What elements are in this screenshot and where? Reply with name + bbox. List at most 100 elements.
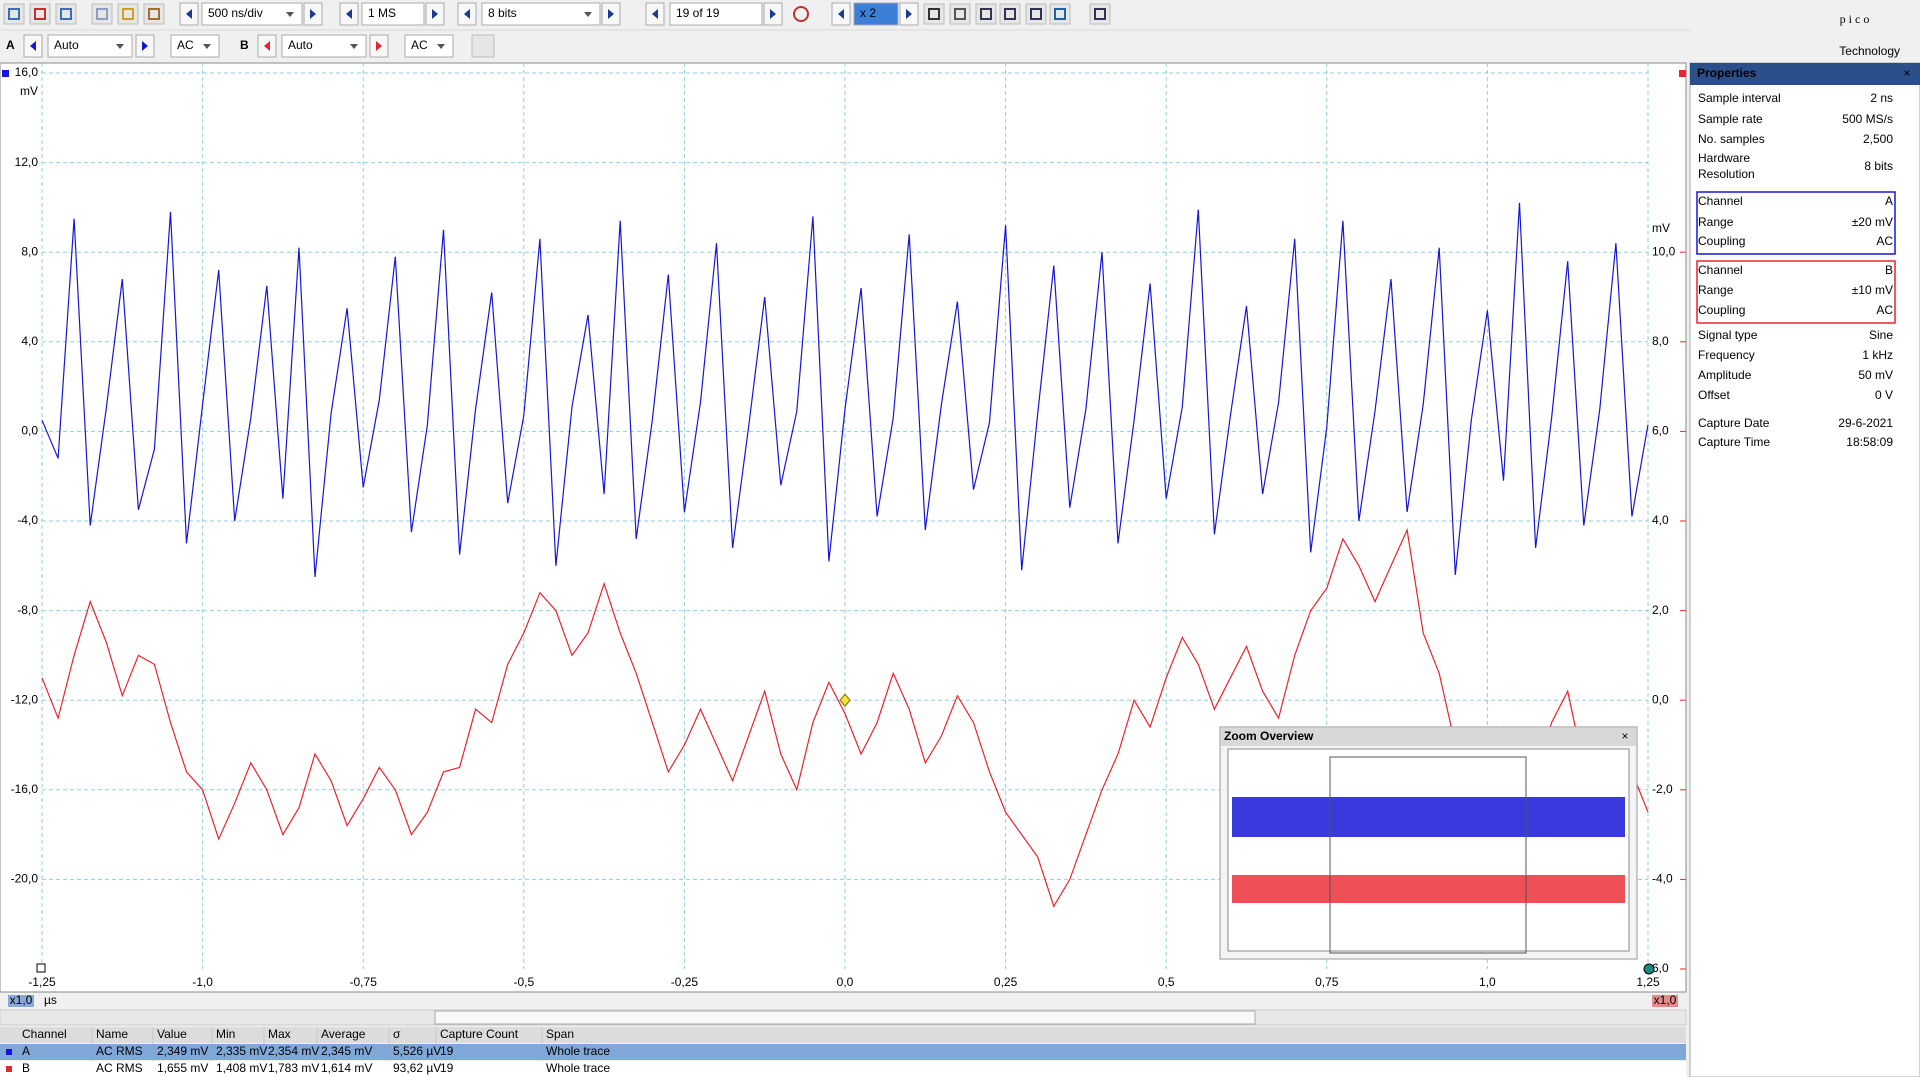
y-tick-label: -16,0: [11, 782, 39, 796]
property-label: Sample interval: [1698, 91, 1781, 105]
x-tick-label: -0,25: [671, 975, 699, 989]
toolbar-button[interactable]: [143, 3, 165, 25]
scrollbar-thumb[interactable]: [434, 1010, 1256, 1025]
logo-tagline: Technology: [1839, 44, 1900, 58]
table-header-cell: Min: [216, 1027, 235, 1041]
property-label: Channel: [1698, 194, 1743, 208]
row-channel-marker: [6, 1066, 12, 1072]
x-tick-label: 1,25: [1636, 975, 1660, 989]
table-row[interactable]: [0, 1061, 1686, 1077]
table-cell: 1,783 mV: [268, 1061, 319, 1075]
property-label: No. samples: [1698, 132, 1765, 146]
dropdown[interactable]: [669, 2, 763, 26]
nav-arrow: [464, 9, 470, 19]
dropdown-value: 8 bits: [488, 6, 517, 20]
nav-arrow: [770, 9, 776, 19]
toolbar-button[interactable]: [1089, 3, 1111, 25]
toolbar-icon: [1030, 8, 1042, 20]
table-cell: Whole trace: [546, 1044, 610, 1058]
zoom-close[interactable]: ×: [1621, 729, 1628, 743]
property-label: Capture Date: [1698, 416, 1770, 430]
toolbar-icon: [1004, 8, 1016, 20]
toolbar-icon: [8, 8, 20, 20]
ruler-handle[interactable]: [36, 963, 46, 973]
y-tick-label: -20,0: [11, 872, 39, 886]
dropdown[interactable]: [281, 34, 367, 58]
toolbar-button[interactable]: [1025, 3, 1047, 25]
toolbar-button[interactable]: [923, 3, 945, 25]
table-header-cell: σ: [393, 1027, 401, 1041]
trace: [41, 202, 1649, 578]
scale-badge-label: x1,0: [1654, 993, 1677, 1007]
y2-tick-label: 6,0: [1652, 424, 1669, 438]
toolbar-button[interactable]: [471, 34, 495, 58]
x-tick-label: 1,0: [1479, 975, 1496, 989]
toolbar-icon[interactable]: [793, 6, 809, 22]
y-axis-unit: mV: [20, 84, 38, 98]
y-tick-label: 8,0: [21, 244, 38, 258]
property-value: 2,500: [1863, 132, 1893, 146]
table-cell: A: [22, 1044, 30, 1058]
dropdown[interactable]: [404, 34, 454, 58]
row-channel-marker: [6, 1049, 12, 1055]
table-cell: AC RMS: [96, 1044, 143, 1058]
property-label: Signal type: [1698, 328, 1758, 342]
toolbar-button[interactable]: [949, 3, 971, 25]
toolbar-button[interactable]: [29, 3, 51, 25]
dropdown[interactable]: [170, 34, 220, 58]
trigger-marker: [839, 693, 851, 707]
channel-label: B: [240, 38, 249, 52]
channel-label: A: [6, 38, 15, 52]
property-label: Capture Time: [1698, 435, 1770, 449]
toolbar-button[interactable]: [1049, 3, 1071, 25]
toolbar-button[interactable]: [975, 3, 997, 25]
nav-arrow: [432, 9, 438, 19]
dropdown[interactable]: [361, 2, 425, 26]
scale-badge: [8, 995, 34, 1007]
toolbar-button[interactable]: [999, 3, 1021, 25]
property-label: Coupling: [1698, 303, 1745, 317]
dropdown[interactable]: [201, 2, 303, 26]
dropdown-arrow: [286, 12, 294, 17]
property-value: 18:58:09: [1846, 435, 1893, 449]
dropdown-value: AC: [177, 38, 194, 52]
dropdown[interactable]: [481, 2, 601, 26]
toolbar-icon: [954, 8, 966, 20]
dropdown-arrow: [437, 44, 445, 49]
channel-a-box: [1696, 191, 1896, 255]
x-tick-label: -0,75: [350, 975, 378, 989]
toolbar-button[interactable]: [55, 3, 77, 25]
zoom-plot: [1227, 748, 1630, 952]
y2-tick-label: -4,0: [1652, 872, 1673, 886]
toolbar-button[interactable]: [91, 3, 113, 25]
property-value: 50 mV: [1858, 368, 1893, 382]
properties-close[interactable]: ×: [1903, 66, 1910, 80]
y2-tick-label: -2,0: [1652, 782, 1673, 796]
property-label: Resolution: [1698, 167, 1755, 181]
dropdown-value: Auto: [54, 38, 79, 52]
y2-tick-label: 4,0: [1652, 513, 1669, 527]
y2-tick-label: 6,0: [1652, 961, 1669, 975]
nav-arrow: [838, 9, 844, 19]
x-tick-label: 0,5: [1158, 975, 1175, 989]
property-label: Channel: [1698, 263, 1743, 277]
table-header-cell: Value: [157, 1027, 187, 1041]
zoom-window[interactable]: [1329, 756, 1527, 954]
table-cell: 1,614 mV: [321, 1061, 372, 1075]
logo: pico: [1840, 12, 1873, 26]
property-label: Range: [1698, 215, 1734, 229]
dropdown[interactable]: [47, 34, 133, 58]
toolbar-button[interactable]: [117, 3, 139, 25]
channel-marker: [1679, 70, 1686, 77]
toolbar-icon: [928, 8, 940, 20]
dropdown[interactable]: [853, 2, 899, 26]
table-row[interactable]: [0, 1044, 1686, 1060]
property-label: Frequency: [1698, 348, 1755, 362]
table-header-cell: Max: [268, 1027, 291, 1041]
ruler-handle[interactable]: [1643, 963, 1655, 975]
dropdown-value: 19 of 19: [676, 6, 720, 20]
toolbar-icon: [148, 8, 160, 20]
property-value: A: [1885, 194, 1893, 208]
toolbar-button[interactable]: [3, 3, 25, 25]
